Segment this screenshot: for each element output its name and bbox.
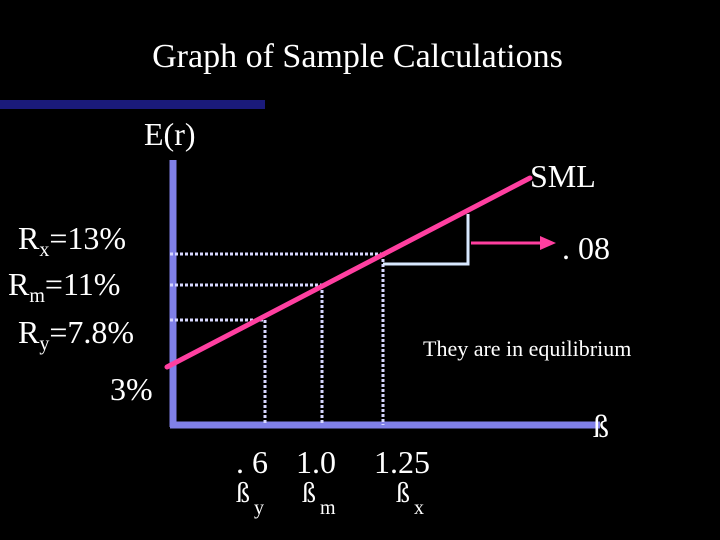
rate-label-m: Rm=11%	[8, 266, 121, 307]
x-axis-label: ß	[593, 408, 609, 444]
risk-free-label: 3%	[110, 371, 153, 407]
slope-triangle	[383, 214, 470, 266]
page-title: Graph of Sample Calculations	[152, 38, 563, 75]
slope-arrow-head	[540, 236, 556, 250]
title-underline-bar	[0, 100, 265, 109]
rate-label-x: Rx=13%	[18, 220, 127, 261]
beta-tick-x: 1.25	[374, 444, 430, 480]
slope-value-label: . 08	[562, 230, 610, 266]
rate-label-y: Ry=7.8%	[18, 314, 135, 355]
equilibrium-note: They are in equilibrium	[423, 336, 632, 361]
beta-tick-y: . 6	[236, 444, 268, 480]
beta-tick-m: 1.0	[296, 444, 336, 480]
sml-label: SML	[530, 158, 596, 194]
y-axis-label: E(r)	[144, 116, 196, 152]
sml-line	[164, 175, 533, 370]
